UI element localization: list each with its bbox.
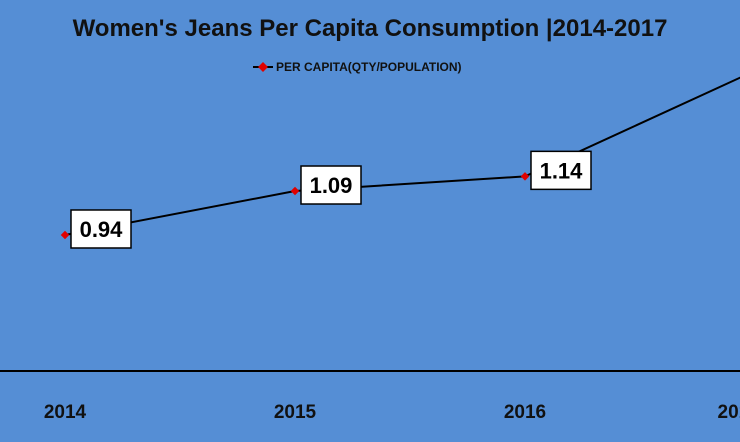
x-tick-label-2016: 2016 bbox=[504, 402, 546, 423]
x-tick-label-2015: 2015 bbox=[274, 402, 317, 423]
legend: PER CAPITA(QTY/POPULATION) bbox=[253, 60, 462, 74]
series-line bbox=[64, 76, 740, 236]
data-point-2016 bbox=[520, 172, 530, 181]
data-point-2014 bbox=[60, 230, 70, 240]
data-label-2015: 1.09 bbox=[300, 165, 362, 205]
data-label-2016: 1.14 bbox=[530, 150, 592, 191]
plot-area: 0.94 1.09 1.14 2014 2015 2016 2017(PR bbox=[44, 76, 740, 423]
chart-title: Women's Jeans Per Capita Consumption |20… bbox=[73, 15, 668, 42]
x-tick-label-2014: 2014 bbox=[44, 402, 87, 423]
data-label-text: 1.09 bbox=[310, 173, 353, 198]
data-label-box bbox=[300, 165, 362, 205]
data-label-box bbox=[70, 209, 132, 249]
x-tick-label-2017(PR: 2017(PR bbox=[718, 402, 740, 423]
data-label-2014: 0.94 bbox=[70, 209, 132, 249]
data-label-text: 1.14 bbox=[540, 158, 584, 183]
data-label-box bbox=[530, 150, 592, 191]
data-point-2015 bbox=[290, 186, 300, 196]
data-label-text: 0.94 bbox=[80, 217, 124, 242]
legend-marker-swatch bbox=[258, 62, 268, 72]
legend-label: PER CAPITA(QTY/POPULATION) bbox=[276, 60, 462, 74]
